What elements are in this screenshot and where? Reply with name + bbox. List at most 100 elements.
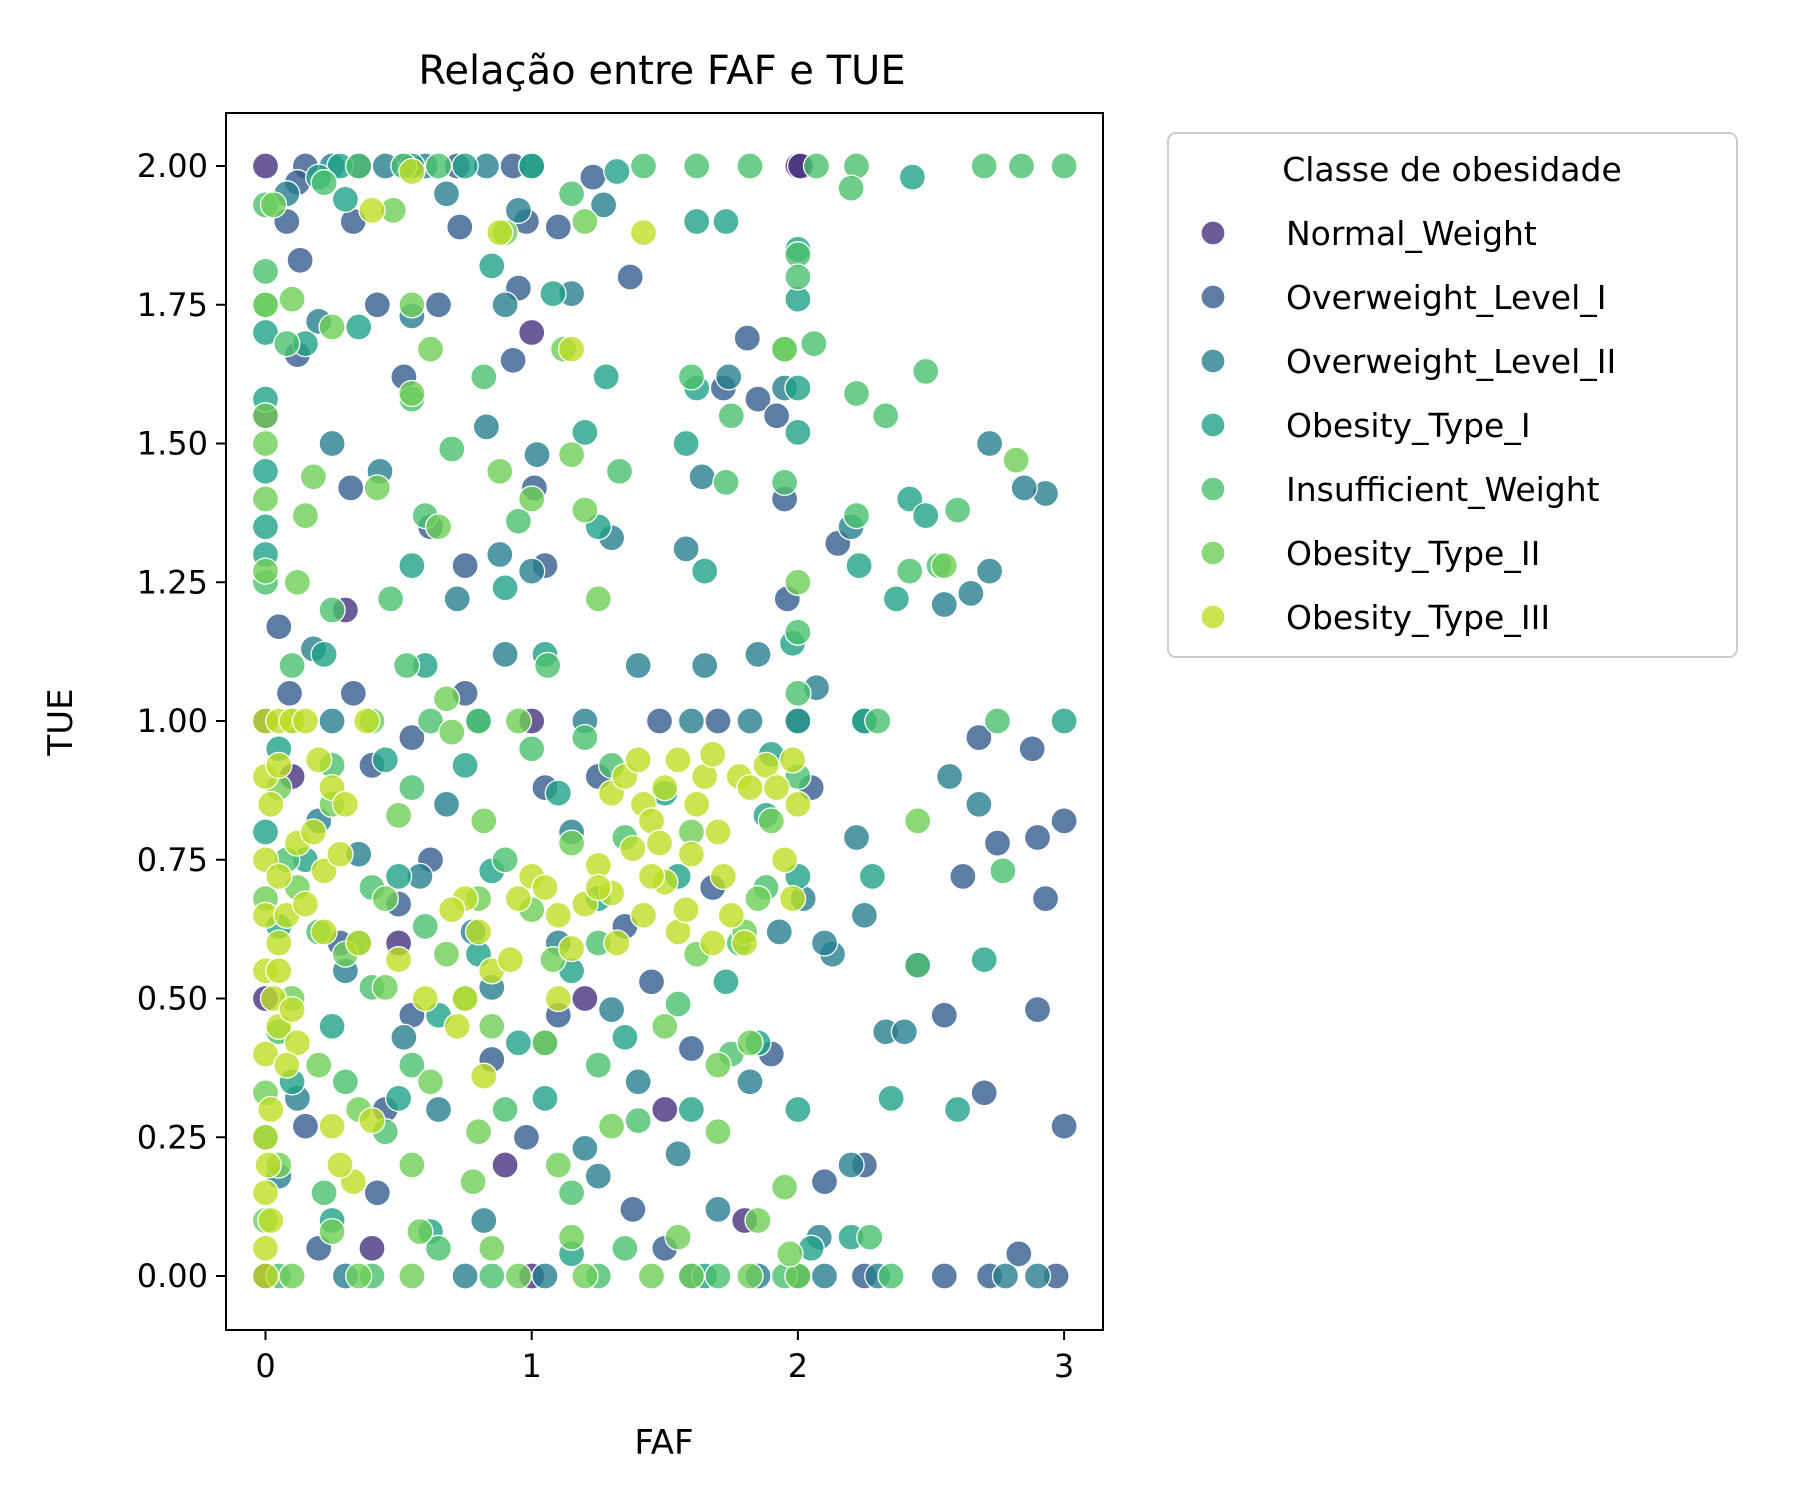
- data-point: [251, 152, 280, 180]
- data-point: [278, 1262, 306, 1290]
- data-point: [438, 435, 466, 463]
- data-point: [837, 174, 865, 202]
- data-point: [1050, 1112, 1078, 1140]
- data-point: [858, 862, 887, 891]
- data-point: [752, 751, 780, 780]
- data-point: [504, 507, 533, 535]
- data-point: [664, 990, 692, 1018]
- data-point: [904, 807, 932, 835]
- data-point: [645, 707, 674, 735]
- data-point: [251, 457, 280, 485]
- data-point: [975, 429, 1004, 458]
- x-axis-label: FAF: [634, 1423, 693, 1463]
- x-tick-label: 1: [522, 1347, 542, 1385]
- data-point: [677, 707, 706, 735]
- data-point: [651, 1095, 679, 1124]
- data-point: [424, 513, 453, 541]
- data-point: [486, 540, 514, 569]
- data-point: [597, 1112, 626, 1140]
- data-point: [744, 1206, 772, 1235]
- y-tick-label: 0.50: [137, 980, 208, 1018]
- data-point: [531, 1029, 559, 1057]
- data-point: [736, 152, 764, 180]
- data-point: [699, 929, 727, 957]
- data-point: [305, 1051, 333, 1079]
- data-point: [318, 429, 346, 458]
- data-point: [523, 440, 551, 469]
- data-point: [1018, 735, 1046, 763]
- data-point: [278, 995, 306, 1024]
- legend-marker: [1200, 476, 1226, 502]
- data-point: [251, 402, 280, 430]
- data-point: [326, 1151, 354, 1179]
- data-point: [257, 790, 285, 818]
- data-point: [398, 773, 426, 802]
- x-tick-label: 2: [788, 1347, 808, 1385]
- data-point: [531, 1262, 559, 1290]
- data-point: [265, 929, 293, 957]
- data-point: [539, 279, 567, 308]
- data-point: [411, 984, 439, 1013]
- data-point: [345, 1262, 373, 1290]
- data-point: [584, 585, 612, 613]
- data-point: [624, 1106, 652, 1135]
- data-point: [251, 429, 280, 458]
- data-point: [544, 779, 572, 807]
- data-point: [677, 1034, 706, 1063]
- data-point: [624, 1068, 652, 1096]
- data-point: [664, 746, 692, 774]
- data-point: [371, 746, 399, 774]
- data-point: [704, 707, 732, 735]
- data-point: [557, 440, 586, 469]
- data-point: [251, 818, 280, 846]
- data-point: [318, 1112, 346, 1140]
- y-tick-label: 1.50: [137, 425, 208, 463]
- data-point: [589, 191, 618, 219]
- data-point: [845, 551, 873, 580]
- data-point: [337, 474, 365, 502]
- data-point: [957, 579, 985, 608]
- data-point: [651, 773, 679, 802]
- data-point: [989, 857, 1017, 885]
- data-point: [744, 640, 772, 669]
- data-point: [491, 846, 519, 874]
- data-point: [1050, 152, 1078, 180]
- y-tick-label: 0.25: [137, 1118, 208, 1156]
- legend-entry-label: Obesity_Type_I: [1286, 406, 1531, 445]
- data-point: [251, 513, 280, 541]
- data-point: [688, 463, 716, 491]
- x-tick-label: 0: [255, 1347, 275, 1385]
- data-point: [464, 1118, 493, 1146]
- data-point: [398, 1051, 426, 1079]
- data-point: [691, 557, 719, 585]
- data-point: [762, 773, 791, 802]
- data-point: [406, 1217, 434, 1246]
- data-point: [326, 840, 354, 868]
- y-axis-label: TUE: [41, 688, 81, 756]
- data-point: [611, 1023, 639, 1051]
- legend-entry-label: Overweight_Level_II: [1286, 342, 1616, 381]
- data-point: [478, 1262, 506, 1290]
- data-point: [744, 884, 772, 913]
- data-point: [251, 318, 280, 347]
- legend-entry-label: Insufficient_Weight: [1286, 470, 1600, 509]
- data-point: [443, 1012, 471, 1040]
- data-point: [810, 1262, 839, 1290]
- data-point: [784, 679, 812, 707]
- data-point: [459, 1168, 487, 1196]
- data-point: [872, 402, 900, 430]
- data-point: [784, 618, 812, 646]
- data-point: [904, 951, 932, 979]
- data-point: [504, 1029, 533, 1057]
- data-point: [363, 1179, 391, 1207]
- data-point: [331, 185, 360, 213]
- data-point: [291, 890, 320, 918]
- data-point: [842, 501, 871, 530]
- legend-entry-label: Obesity_Type_III: [1286, 598, 1550, 637]
- data-point: [451, 152, 479, 180]
- data-point: [856, 1223, 884, 1251]
- data-point: [339, 679, 367, 707]
- data-point: [672, 535, 700, 563]
- data-point: [291, 1112, 320, 1140]
- data-point: [605, 457, 634, 485]
